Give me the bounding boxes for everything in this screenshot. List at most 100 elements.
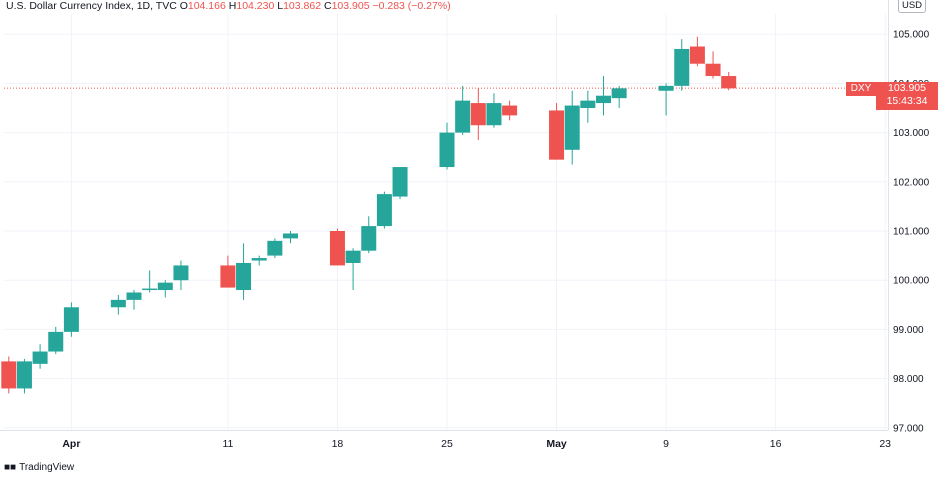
x-tick-label: 9 [663, 438, 669, 450]
candle-body [674, 48, 690, 86]
candle-body [721, 76, 737, 89]
candle-body [236, 262, 252, 291]
candle-body [689, 46, 705, 64]
x-tick-label: 23 [879, 438, 891, 450]
x-tick-label: 16 [770, 438, 782, 450]
candle-down [705, 51, 721, 79]
y-tick-label: 102.000 [893, 177, 930, 188]
x-tick-label: 25 [441, 438, 453, 450]
candle-up [173, 260, 189, 291]
candle-body [580, 100, 596, 108]
candle-up [142, 270, 158, 293]
price-tag-value: 103.905 15:43:34 [876, 82, 938, 110]
y-tick-label: 98.000 [893, 374, 924, 385]
candle-up [564, 90, 580, 165]
candle-body [220, 265, 236, 288]
y-tick-label: 105.000 [893, 30, 930, 41]
candle-up [110, 294, 126, 315]
candle-down [470, 88, 486, 140]
candle-body [455, 100, 471, 133]
low-value: 103.862 [283, 0, 322, 12]
brand-watermark: ■■ TradingView [4, 462, 74, 473]
x-tick-label: May [546, 438, 567, 450]
last-price-tag: DXY 103.905 15:43:34 [846, 82, 938, 110]
brand-name: TradingView [19, 462, 75, 473]
candle-body [110, 299, 126, 308]
candle-body [63, 307, 79, 332]
symbol-title: U.S. Dollar Currency Index, 1D, TVC [6, 0, 177, 12]
candle-down [549, 103, 565, 160]
candle-up [376, 191, 392, 229]
candle-body [16, 361, 32, 389]
x-axis: Apr 11 18 25 May 9 16 23 [62, 438, 891, 450]
candle-body [486, 103, 502, 126]
grid [0, 0, 889, 431]
candle-body [658, 85, 674, 91]
candle-up [611, 85, 627, 108]
change-value: −0.283 (−0.27%) [372, 0, 451, 12]
candle-body [329, 231, 345, 266]
candle-down [220, 255, 236, 288]
candle-up [126, 290, 142, 310]
candle-body [705, 63, 721, 77]
candle-body [283, 233, 298, 239]
candle-up [361, 216, 377, 254]
candle-up [345, 248, 361, 291]
candle-up [674, 39, 690, 91]
candle-body [32, 351, 48, 364]
y-tick-label: 97.000 [893, 423, 924, 434]
candle-up [251, 255, 267, 266]
y-tick-label: 103.000 [893, 128, 930, 139]
candle-body [126, 292, 142, 300]
candle-up [16, 358, 32, 394]
open-label: O [179, 0, 188, 12]
price-tag-countdown: 15:43:34 [886, 95, 928, 107]
price-tag-price: 103.905 [888, 82, 926, 94]
tradingview-logo-icon: ■■ [4, 462, 17, 473]
candle-down [1, 356, 17, 394]
candle-body [549, 110, 565, 160]
candle-body [142, 288, 158, 291]
candle-up [236, 243, 252, 300]
candle-down [502, 100, 518, 121]
candle-up [157, 280, 173, 298]
candle-up [658, 83, 674, 116]
candle-down [689, 36, 705, 67]
candle-up [392, 167, 408, 200]
candle-up [486, 93, 502, 128]
candle-body [392, 167, 408, 197]
currency-selector[interactable]: USD [898, 0, 926, 13]
candle-up [596, 76, 611, 116]
y-tick-label: 99.000 [893, 325, 924, 336]
low-label: L [277, 0, 284, 12]
candle-body [596, 95, 611, 104]
candle-up [439, 122, 455, 170]
candle-body [48, 331, 64, 352]
y-tick-label: 100.000 [893, 276, 930, 287]
candle-body [502, 105, 518, 116]
open-value: 104.166 [187, 0, 226, 12]
x-tick-label: 18 [332, 438, 344, 450]
price-tag-symbol: DXY [846, 82, 876, 96]
high-value: 104.230 [236, 0, 275, 12]
candle-body [470, 103, 486, 126]
candle-body [1, 361, 17, 389]
candle-body [173, 265, 189, 281]
x-tick-label: Apr [62, 438, 80, 450]
legend-header: U.S. Dollar Currency Index, 1D, TVC O104… [6, 0, 451, 14]
candle-body [267, 240, 283, 256]
candle-body [439, 132, 455, 168]
candle-down [329, 228, 345, 266]
candle-up [63, 302, 79, 337]
candles [1, 36, 737, 394]
close-value: 103.905 [331, 0, 370, 12]
candle-up [48, 326, 64, 354]
high-label: H [228, 0, 237, 12]
candle-body [251, 258, 267, 261]
candle-body [157, 282, 173, 291]
x-tick-label: 11 [222, 438, 233, 450]
candle-up [32, 344, 48, 369]
candle-up [580, 90, 596, 123]
